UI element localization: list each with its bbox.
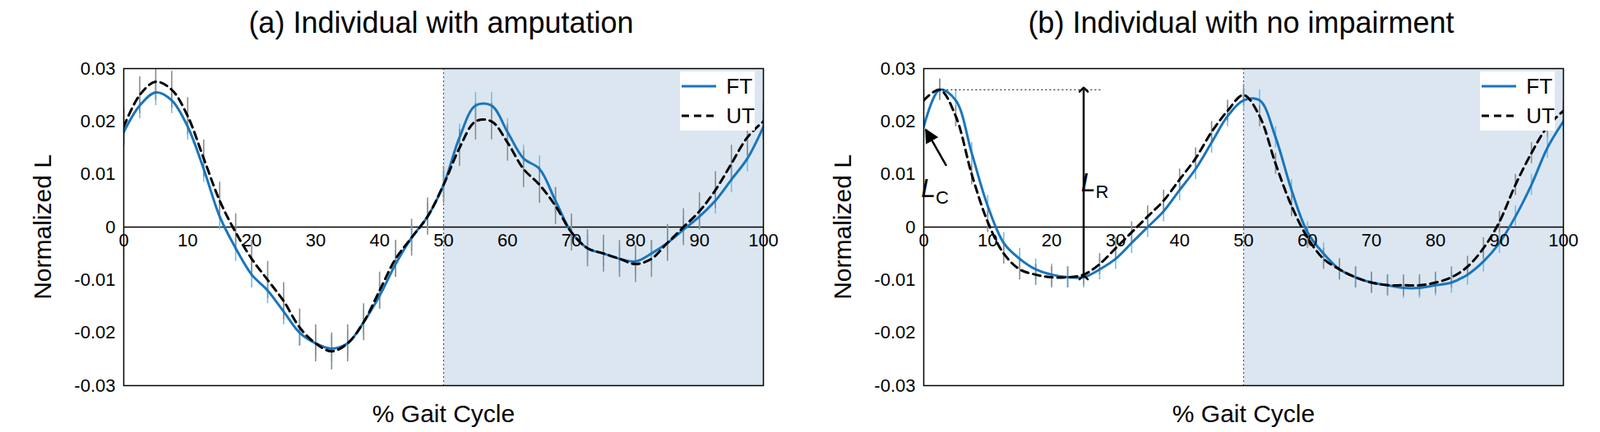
html-text:(a) Individual with amputation: (a) Individual with amputation (248, 5, 634, 40)
svg-text:% Gait Cycle: % Gait Cycle (1172, 400, 1315, 428)
svg-text:100: 100 (748, 229, 779, 251)
svg-text:0: 0 (105, 217, 116, 238)
svg-text:0: 0 (918, 229, 929, 251)
svg-text:-0.01: -0.01 (73, 269, 116, 291)
svg-text:20: 20 (241, 230, 262, 251)
svg-text:LR: LR (1081, 167, 1110, 203)
svg-text:90: 90 (689, 230, 709, 251)
svg-text:100: 100 (1548, 229, 1579, 251)
svg-text:20: 20 (1041, 230, 1062, 251)
svg-text:0: 0 (905, 217, 916, 238)
html-text:UT: UT (1526, 103, 1555, 128)
svg-text:Normalized L: Normalized L (28, 154, 56, 301)
svg-text:80: 80 (625, 230, 646, 251)
html-text:UT: UT (726, 103, 755, 128)
svg-text:0: 0 (118, 229, 129, 251)
svg-text:10: 10 (177, 230, 198, 251)
svg-text:40: 40 (369, 230, 389, 251)
html-text:FT: FT (726, 73, 753, 99)
svg-text:80: 80 (1425, 230, 1446, 251)
html-text:(b) Individual with no impairm: (b) Individual with no impairment (1028, 5, 1455, 40)
svg-text:-0.02: -0.02 (873, 322, 916, 343)
svg-text:70: 70 (1361, 230, 1382, 251)
svg-text:50: 50 (433, 230, 454, 251)
svg-text:-0.03: -0.03 (73, 375, 116, 397)
svg-text:0.02: 0.02 (880, 110, 916, 132)
svg-text:40: 40 (1169, 230, 1189, 251)
svg-text:% Gait Cycle: % Gait Cycle (372, 400, 515, 428)
svg-text:0.03: 0.03 (880, 58, 916, 79)
svg-text:10: 10 (977, 230, 998, 251)
svg-text:-0.02: -0.02 (73, 322, 116, 343)
svg-text:-0.01: -0.01 (873, 269, 916, 291)
svg-text:90: 90 (1489, 230, 1509, 251)
svg-text:0.03: 0.03 (80, 58, 116, 79)
svg-text:LC: LC (920, 173, 949, 209)
html-text:FT: FT (1526, 73, 1553, 99)
svg-text:0.01: 0.01 (80, 163, 116, 185)
svg-text:70: 70 (561, 230, 582, 251)
svg-text:60: 60 (1297, 230, 1318, 251)
svg-text:Normalized L: Normalized L (828, 154, 856, 301)
svg-text:0.02: 0.02 (80, 110, 116, 132)
svg-text:0.01: 0.01 (880, 163, 916, 185)
svg-text:-0.03: -0.03 (873, 375, 916, 397)
svg-text:30: 30 (305, 230, 326, 251)
svg-text:50: 50 (1233, 230, 1254, 251)
svg-text:60: 60 (497, 230, 518, 251)
svg-text:30: 30 (1105, 230, 1126, 251)
